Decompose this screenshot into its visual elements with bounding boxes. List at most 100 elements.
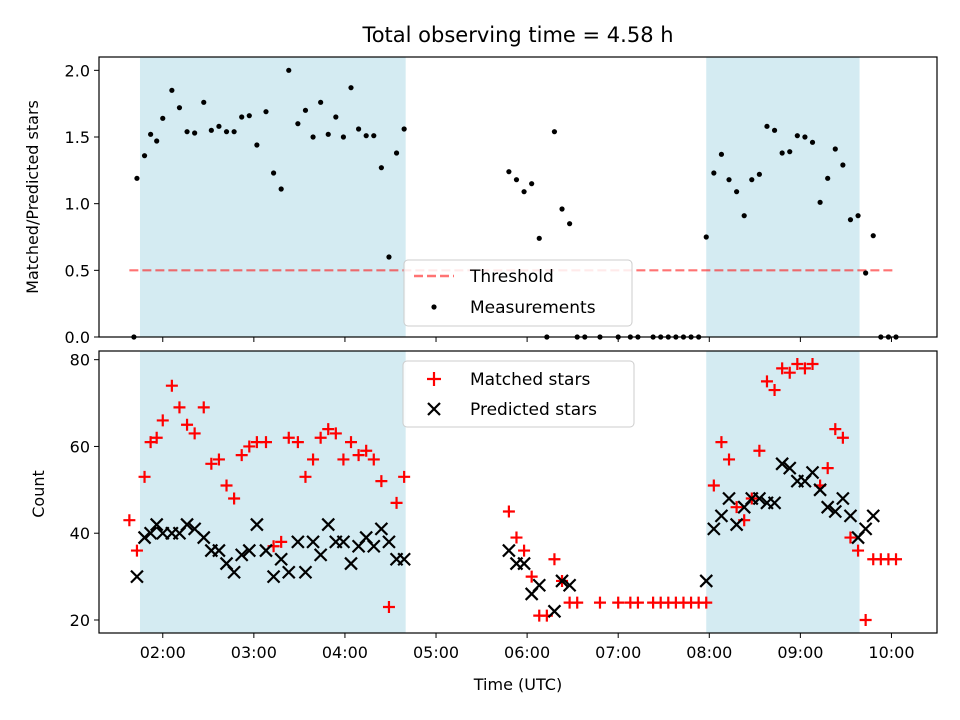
predicted-star-point	[313, 548, 328, 562]
matched-star-point	[548, 553, 561, 566]
predicted-star-point	[180, 517, 194, 532]
predicted-star-point	[212, 543, 226, 558]
measurement-point	[254, 142, 260, 148]
predicted-star-point	[866, 509, 881, 523]
measurement-point	[160, 115, 166, 121]
measurement-point	[870, 233, 876, 239]
measurement-legend-swatch	[431, 304, 437, 310]
measurement-point	[278, 186, 284, 192]
ratio-panel-frame	[98, 56, 938, 338]
measurement-point	[551, 129, 558, 135]
x-axis-ticks	[162, 337, 892, 342]
predicted-star-point	[137, 530, 152, 545]
matched-star-point	[144, 436, 157, 449]
matched-star-point	[798, 362, 811, 375]
x-axis-ticks: 02:00 03:00 04:00 05:00 06:00 07:00 08:00 09:00…	[140, 633, 915, 662]
measurement-point	[749, 177, 755, 183]
predicted-star-point	[143, 526, 158, 540]
predicted-star-point	[250, 517, 264, 532]
y-tick-label: 80	[70, 351, 90, 370]
predicted-star-point	[321, 517, 336, 532]
measurement-point	[393, 150, 400, 156]
measurement-point	[521, 189, 527, 195]
count-y-axis-label: Count	[29, 470, 48, 518]
shaded-window	[139, 57, 406, 337]
measurement-point	[208, 127, 214, 133]
measurement-point	[825, 175, 831, 181]
matched-star-point	[375, 475, 388, 488]
predicted-star-point	[274, 552, 288, 567]
matched-star-point	[776, 362, 789, 375]
measurement-point	[771, 127, 778, 133]
measurement-point	[787, 149, 793, 155]
predicted-legend-label: Predicted stars	[470, 400, 597, 420]
matched-star-point	[715, 436, 728, 449]
y-tick-label: 20	[70, 611, 90, 630]
measurement-point	[192, 130, 198, 136]
matched-star-point	[859, 613, 872, 626]
predicted-star-point	[344, 556, 358, 571]
ratio-y-axis-label: Matched/Predicted stars	[23, 100, 42, 294]
predicted-star-point	[266, 569, 281, 584]
predicted-star-point	[517, 556, 531, 571]
x-tick-label: 04:00	[322, 643, 368, 662]
y-axis-ticks: 20 40 60 80	[70, 351, 99, 630]
x-axis-label: Time (UTC)	[473, 675, 562, 694]
measurement-legend-label: Measurements	[470, 298, 596, 318]
matched-star-point	[123, 514, 136, 527]
x-tick-label: 08:00	[686, 643, 732, 662]
ratio-panel: 0.00.51.01.52.0 Matched/Predicted stars …	[23, 56, 938, 347]
matched-star-point	[836, 431, 849, 444]
y-tick-label: 1.5	[65, 128, 90, 147]
measurement-point	[231, 129, 237, 135]
measurement-point	[310, 134, 316, 140]
measurement-point	[286, 67, 292, 73]
matched-star-point	[571, 596, 584, 609]
x-tick-label: 10:00	[868, 643, 914, 662]
measurement-point	[223, 129, 230, 135]
matched-star-point	[760, 375, 773, 388]
matched-star-point	[852, 544, 865, 557]
threshold-legend-label: Threshold	[469, 267, 554, 287]
measurement-point	[348, 85, 354, 91]
measurement-point	[711, 170, 717, 176]
matched-star-point	[700, 596, 713, 609]
predicted-star-point	[752, 491, 767, 506]
predicted-star-point	[281, 565, 296, 580]
measurement-point	[134, 175, 140, 181]
matched-star-point	[502, 505, 515, 518]
matched-star-point	[322, 423, 335, 436]
matched-star-point	[631, 596, 644, 609]
measurement-point	[809, 139, 816, 145]
matched-star-point	[307, 453, 320, 466]
matched-star-point	[130, 544, 143, 557]
x-tick-label: 03:00	[231, 643, 277, 662]
measurement-point	[148, 131, 154, 137]
matched-star-point	[707, 479, 720, 492]
measurement-point	[216, 123, 222, 129]
predicted-star-point	[397, 552, 411, 567]
predicted-star-point	[306, 535, 320, 549]
measurement-point	[401, 126, 407, 132]
observing-window-shading	[139, 351, 860, 633]
matched-star-point	[299, 470, 312, 483]
measurement-point	[141, 153, 148, 159]
predicted-star-point	[367, 539, 381, 554]
measurement-point	[559, 206, 565, 212]
measurement-point	[154, 138, 160, 144]
predicted-star-point	[722, 491, 736, 506]
measurement-point	[378, 165, 384, 171]
matched-star-point	[367, 453, 380, 466]
measurement-point	[176, 105, 183, 111]
matched-star-point	[291, 436, 304, 449]
matched-star-point	[753, 444, 766, 457]
predicted-star-point	[502, 543, 516, 558]
predicted-star-point	[805, 465, 820, 480]
matched-star-point	[220, 479, 233, 492]
measurement-point	[756, 171, 762, 177]
matched-star-point	[138, 470, 151, 483]
matched-star-point	[612, 596, 625, 609]
predicted-star-point	[374, 522, 389, 536]
predicted-star-point	[782, 461, 797, 475]
predicted-star-point	[843, 509, 858, 523]
